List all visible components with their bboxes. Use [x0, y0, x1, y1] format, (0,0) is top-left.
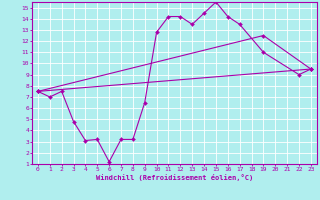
- X-axis label: Windchill (Refroidissement éolien,°C): Windchill (Refroidissement éolien,°C): [96, 174, 253, 181]
